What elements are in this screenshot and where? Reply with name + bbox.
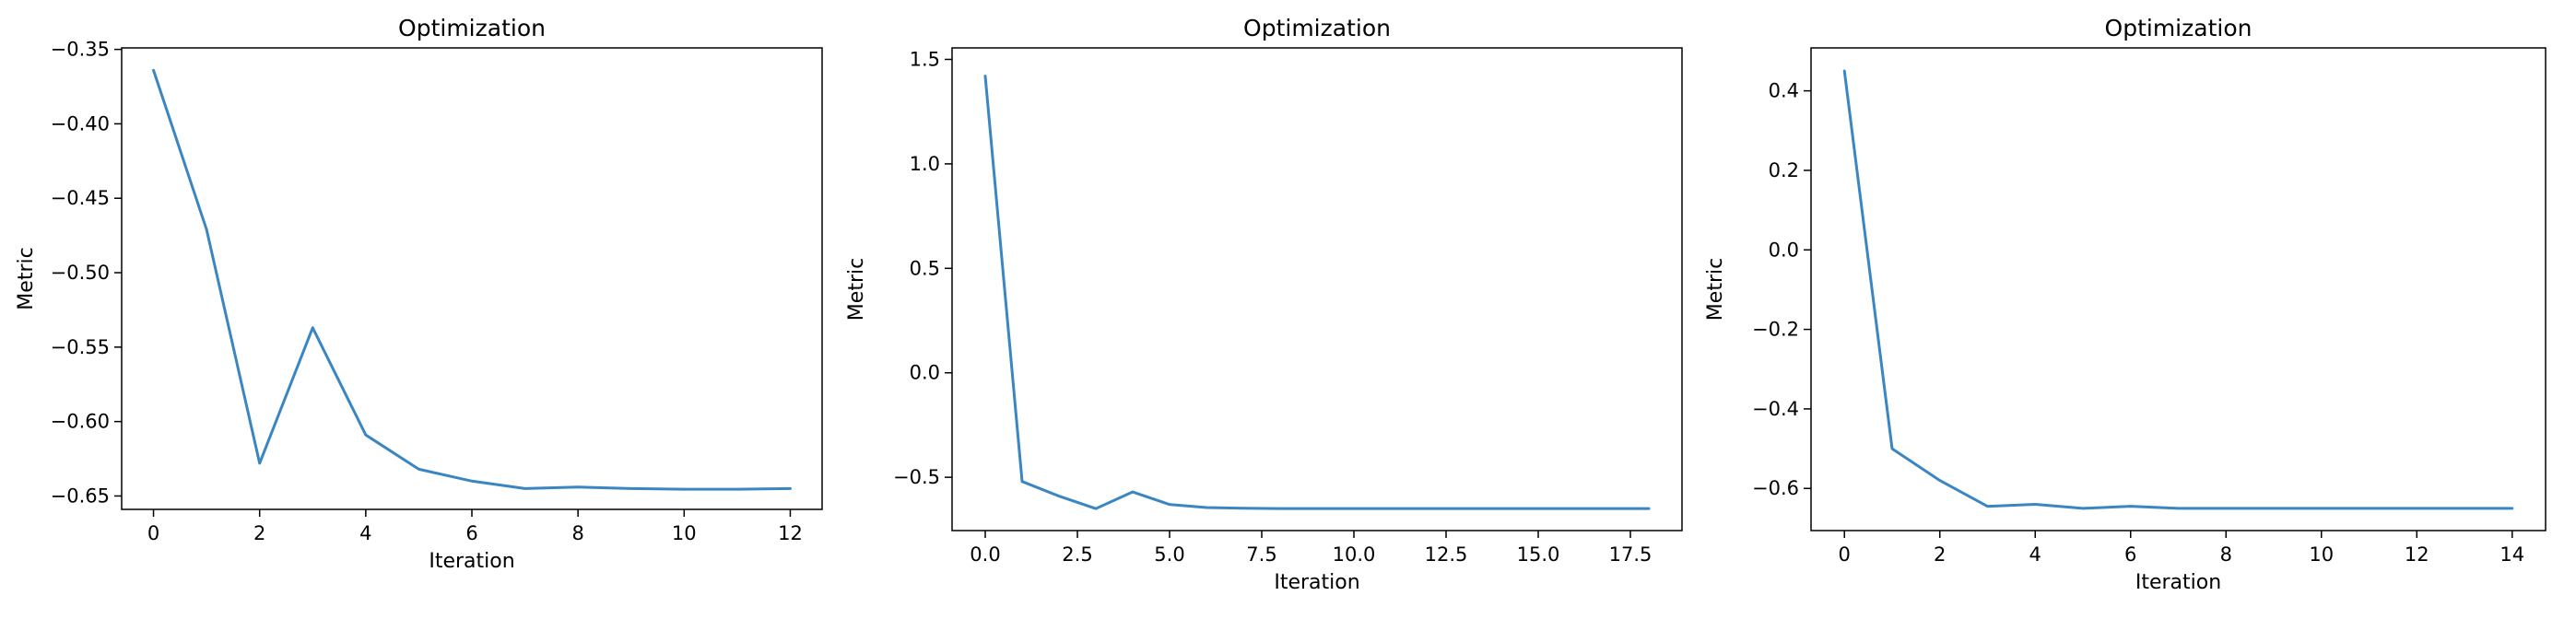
x-tick-label: 8	[2220, 543, 2232, 566]
x-tick-label: 7.5	[1246, 543, 1276, 566]
x-tick-label: 5.0	[1154, 543, 1184, 566]
y-tick-label: −0.60	[51, 411, 110, 433]
x-tick-label: 4	[359, 522, 371, 544]
x-tick-label: 17.5	[1609, 543, 1653, 566]
y-axis-label: Metric	[15, 247, 38, 310]
series-line	[152, 68, 792, 491]
x-tick-label: 8	[571, 522, 583, 544]
y-tick-label: −0.45	[51, 187, 110, 209]
x-tick-label: 2	[253, 522, 265, 544]
y-tick-label: −0.5	[893, 466, 940, 488]
x-tick-label: 0	[1839, 543, 1851, 566]
x-tick-label: 12	[2405, 543, 2429, 566]
x-tick-label: 14	[2500, 543, 2524, 566]
y-tick-label: 1.0	[910, 153, 940, 175]
y-axis-label: Metric	[845, 258, 868, 321]
chart-title: Optimization	[398, 15, 546, 41]
x-tick-label: 0	[147, 522, 159, 544]
x-tick-label: 2.5	[1062, 543, 1092, 566]
y-tick-label: 0.0	[910, 362, 940, 384]
x-tick-label: 10	[672, 522, 697, 544]
y-tick-label: −0.40	[51, 112, 110, 134]
plot-frame	[1810, 47, 2547, 531]
x-tick-label: 10.0	[1333, 543, 1376, 566]
y-tick-label: −0.4	[1752, 398, 1799, 420]
chart-2: 0.0 2.5 5.0 7.5 10.0 12.5 15.0 17.5 −0.5 0.0 0.5 1.…	[845, 15, 1683, 594]
x-axis-label: Iteration	[1274, 571, 1359, 594]
y-tick-label: 0.5	[910, 257, 940, 279]
y-tick-label: −0.50	[51, 262, 110, 284]
y-tick-label: −0.65	[51, 485, 110, 507]
x-tick-label: 10	[2309, 543, 2334, 566]
y-tick-label: 0.4	[1769, 80, 1799, 102]
x-axis-label: Iteration	[2135, 571, 2221, 594]
y-tick-label: 1.5	[910, 48, 940, 70]
y-tick-label: −0.2	[1752, 319, 1799, 341]
x-tick-label: 15.0	[1517, 543, 1560, 566]
y-tick-label: 0.2	[1769, 159, 1799, 181]
y-tick-label: −0.55	[51, 336, 110, 358]
plot-frame	[951, 47, 1683, 531]
series-line	[1842, 69, 2514, 510]
x-tick-label: 12	[778, 522, 803, 544]
x-tick-label: 6	[2124, 543, 2136, 566]
x-tick-label: 2	[1934, 543, 1946, 566]
chart-1: 0 2 4 6 8 10 12 −0.65 −0.60 −0.55 −0.50 −0.45 −0.40 −…	[15, 15, 823, 573]
y-axis-label: Metric	[1704, 258, 1727, 321]
x-tick-label: 6	[465, 522, 477, 544]
chart-3: 0 2 4 6 8 10 12 14 −0.6 −0.4 −0.2 0.0 0.2 0.4 Optimiza…	[1704, 15, 2547, 594]
series-line	[983, 75, 1651, 510]
y-tick-label: 0.0	[1769, 239, 1799, 261]
x-axis-label: Iteration	[429, 550, 514, 573]
chart-title: Optimization	[1243, 15, 1391, 41]
y-tick-label: −0.35	[51, 39, 110, 61]
x-tick-label: 0.0	[970, 543, 1000, 566]
x-tick-label: 4	[2029, 543, 2041, 566]
chart-title: Optimization	[2105, 15, 2253, 41]
y-tick-label: −0.6	[1752, 477, 1799, 499]
plot-frame	[121, 47, 823, 510]
x-tick-label: 12.5	[1425, 543, 1468, 566]
